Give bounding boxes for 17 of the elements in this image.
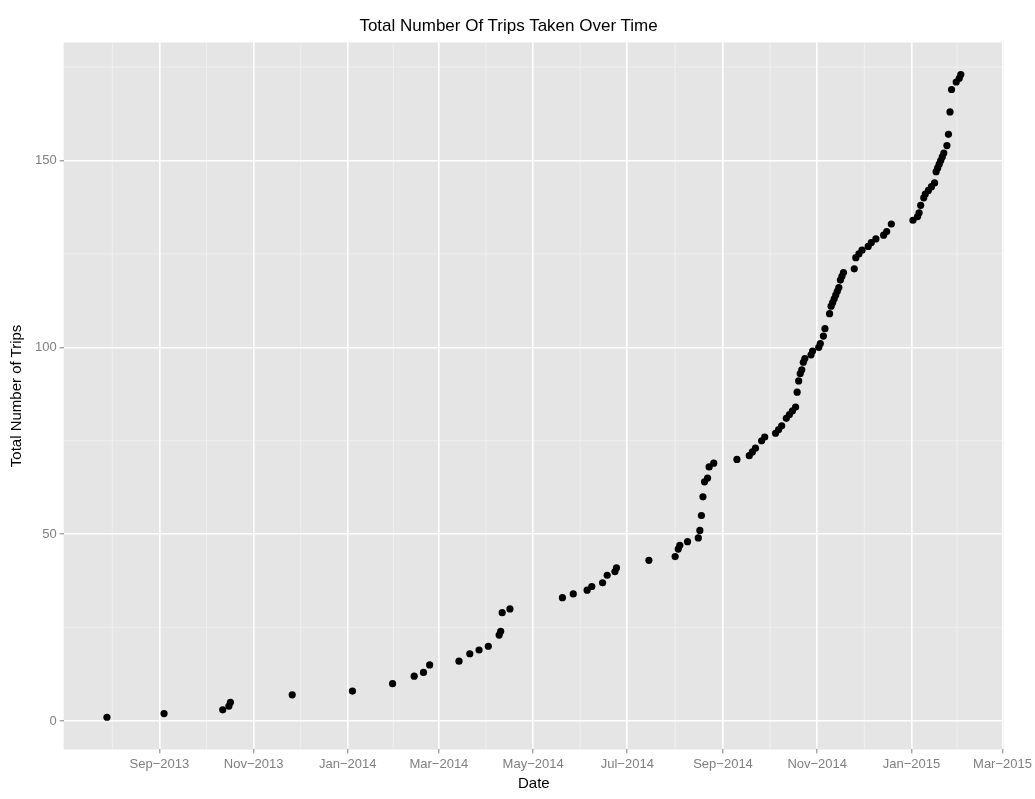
y-tick-label: 100 [34,338,57,354]
y-tick-label: 150 [34,152,57,168]
x-tick-label: Mar−2014 [409,755,469,771]
x-axis-title: Date [518,774,550,792]
y-axis-title: Total Number of Trips [7,324,25,468]
x-tick-label: Mar−2015 [973,755,1032,771]
x-tick-label: Jul−2014 [600,755,654,771]
x-tick-label: Nov−2013 [223,755,284,771]
y-tick-label: 50 [42,525,57,541]
x-tick-label: May−2014 [502,755,564,771]
chart-title: Total Number Of Trips Taken Over Time [359,15,658,35]
x-tick-label: Jan−2015 [882,755,941,771]
y-tick-label: 0 [49,712,57,728]
x-tick-label: Sep−2014 [693,755,753,771]
x-tick-label: Nov−2014 [787,755,848,771]
x-tick-label: Jan−2014 [319,755,377,771]
x-tick-label: Sep−2013 [129,755,190,771]
